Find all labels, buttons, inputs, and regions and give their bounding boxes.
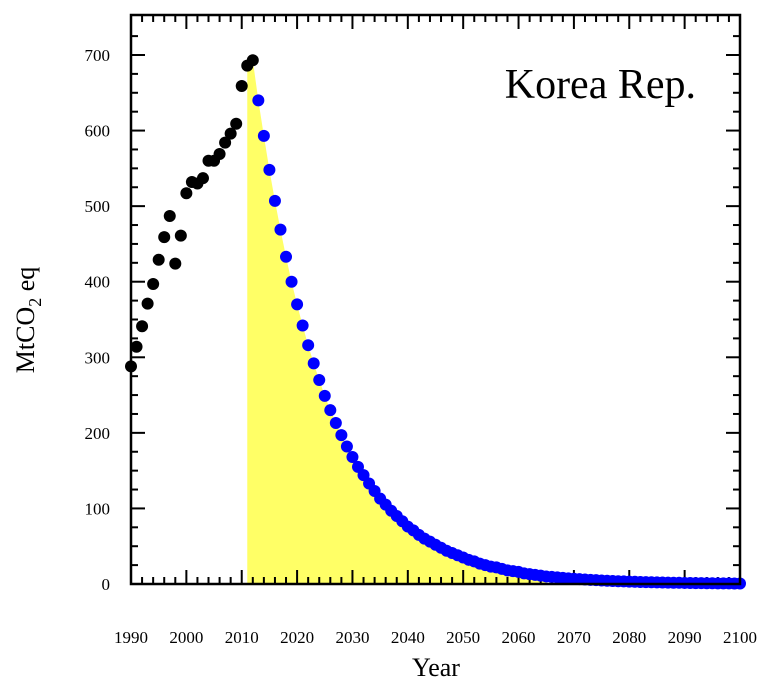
chart-title: Korea Rep. [505, 62, 696, 108]
historical-point [152, 253, 165, 266]
historical-point [235, 79, 248, 92]
shaded-area [247, 60, 547, 585]
projection-point [252, 94, 265, 107]
y-tick-label: 0 [102, 575, 111, 594]
x-tick-label: 2010 [225, 628, 259, 647]
projection-point [329, 417, 342, 430]
y-tick-label: 300 [85, 348, 111, 367]
y-axis-title: MtCO2 eq [11, 267, 45, 374]
x-tick-labels: 1990 2000 2010 2020 2030 2040 2050 2060 2070 2080… [114, 628, 757, 647]
projection-point [257, 129, 270, 142]
y-tick-label: 200 [85, 424, 111, 443]
y-tick-label: 700 [85, 46, 111, 65]
x-tick-label: 2050 [446, 628, 480, 647]
y-axis-title-main: MtCO [11, 307, 40, 373]
historical-point [180, 187, 193, 200]
historical-point [147, 277, 160, 290]
x-tick-label: 1990 [114, 628, 148, 647]
historical-point [130, 340, 143, 353]
x-axis-title: Year [412, 653, 460, 681]
projection-point [302, 339, 315, 352]
projection-point [335, 429, 348, 442]
shaded-area-layer [247, 60, 547, 585]
projection-point [313, 373, 326, 386]
x-tick-label: 2020 [280, 628, 314, 647]
projection-point [307, 357, 320, 370]
historical-point [219, 136, 232, 149]
x-tick-label: 2080 [612, 628, 646, 647]
x-tick-label: 2030 [335, 628, 369, 647]
projection-point [268, 194, 281, 207]
projection-point [280, 250, 293, 263]
data-points [125, 54, 746, 590]
historical-point [163, 209, 176, 222]
x-tick-label: 2000 [169, 628, 203, 647]
historical-point [224, 127, 237, 140]
x-tick-label: 2100 [723, 628, 757, 647]
projection-point [296, 319, 309, 332]
y-tick-label: 100 [85, 499, 111, 518]
historical-point [196, 172, 209, 185]
x-tick-label: 2060 [502, 628, 536, 647]
y-tick-labels: 0 100 200 300 400 500 600 700 [85, 46, 111, 594]
projection-point [340, 440, 353, 453]
historical-point [230, 117, 243, 130]
projection-point [291, 298, 304, 311]
y-tick-label: 500 [85, 197, 111, 216]
historical-point [169, 257, 182, 270]
historical-point [136, 320, 149, 333]
projection-point [263, 163, 276, 176]
y-tick-label: 600 [85, 122, 111, 141]
projection-point [346, 451, 359, 464]
y-tick-label: 400 [85, 273, 111, 292]
historical-point [158, 231, 171, 244]
y-axis-title-suffix: eq [11, 267, 40, 298]
plot-frame [129, 13, 742, 586]
y-axis-title-subscript: 2 [25, 298, 45, 307]
x-tick-label: 2090 [668, 628, 702, 647]
historical-point [213, 147, 226, 160]
projection-point [285, 275, 298, 288]
x-tick-label: 2070 [557, 628, 591, 647]
historical-point [246, 54, 259, 67]
projection-point [274, 223, 287, 236]
historical-point [174, 229, 187, 242]
historical-point [141, 297, 154, 310]
projection-point [318, 389, 331, 402]
x-tick-label: 2040 [391, 628, 425, 647]
projection-point [324, 404, 337, 417]
